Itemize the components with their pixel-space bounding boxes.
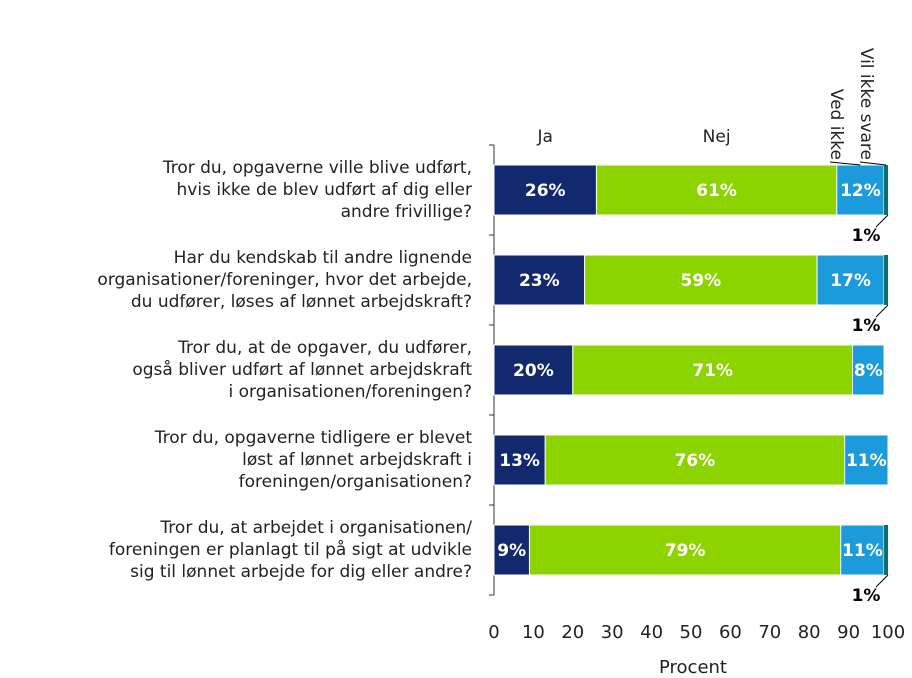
leader-line [859,161,887,166]
x-tick-label: 40 [640,622,663,643]
value-label: 20% [513,361,554,381]
bar-segment [572,344,854,396]
category-label: du udfører, løses af lønnet arbejdskraft… [131,292,472,312]
category-label: løst af lønnet arbejdskraft i [242,450,472,470]
value-label: 59% [680,271,721,291]
x-tick-label: 70 [758,622,781,643]
value-label: 26% [525,181,566,201]
category-label: Tror du, at de opgaver, du udfører, [177,338,472,358]
bar-segment [884,165,888,215]
legend-label: Vil ikke svare [856,48,876,160]
x-tick-label: 20 [561,622,584,643]
value-label: 23% [519,271,560,291]
value-label: 8% [854,361,883,381]
value-label: 76% [675,451,716,471]
value-label: 1% [852,316,881,336]
value-label: 1% [852,586,881,606]
leader-line [875,574,889,588]
bar-segment [528,524,842,576]
leader-line [875,304,889,318]
bar-segment [884,255,888,305]
bar-segment [493,164,597,216]
value-label: 13% [499,451,540,471]
category-label: Har du kendskab til andre lignende [174,248,472,268]
x-axis-label: Procent [659,657,727,678]
x-tick-label: 0 [488,622,499,643]
value-label: 17% [830,271,871,291]
bar-segment [493,524,530,576]
category-label: foreningen/organisationen? [239,472,472,492]
value-label: 9% [497,541,526,561]
bar-segment [544,434,846,486]
value-label: 11% [842,541,883,561]
bar-segment [595,164,838,216]
x-tick-label: 100 [871,622,905,643]
value-label: 12% [840,181,881,201]
x-tick-label: 60 [719,622,742,643]
bar-segment [884,525,888,575]
category-label: i organisationen/foreningen? [228,382,472,402]
leader-line [829,161,861,166]
category-label: foreningen er planlagt til på sigt at ud… [109,539,472,560]
bar-segment [840,524,885,576]
category-label: Tror du, at arbejdet i organisationen/ [159,518,472,538]
value-label: 11% [846,451,887,471]
x-tick-label: 50 [680,622,703,643]
bar-segment [836,164,885,216]
category-label: organisationer/foreninger, hvor det arbe… [97,270,472,290]
category-label: også bliver udført af lønnet arbejdskraf… [132,359,472,380]
value-label: 1% [852,226,881,246]
legend-label: Nej [703,127,731,147]
value-label: 79% [665,541,706,561]
leader-line [875,214,889,228]
category-label: hvis ikke de blev udført af dig eller [177,180,472,200]
x-tick-label: 10 [522,622,545,643]
category-label: andre frivillige? [341,202,472,222]
bar-segment [852,344,885,396]
x-tick-label: 80 [798,622,821,643]
category-label: sig til lønnet arbejde for dig eller and… [130,562,472,582]
bar-segment [493,344,574,396]
legend-label: Ved ikke [826,89,846,160]
bar-segment [844,434,889,486]
bar-segment [493,434,546,486]
bar-segment [816,254,885,306]
x-tick-label: 90 [837,622,860,643]
category-label: Tror du, opgaverne ville blive udført, [162,158,472,178]
category-label: Tror du, opgaverne tidligere er blevet [154,428,473,448]
value-label: 71% [692,361,733,381]
value-label: 61% [696,181,737,201]
x-tick-label: 30 [601,622,624,643]
legend-label: Ja [537,127,553,147]
